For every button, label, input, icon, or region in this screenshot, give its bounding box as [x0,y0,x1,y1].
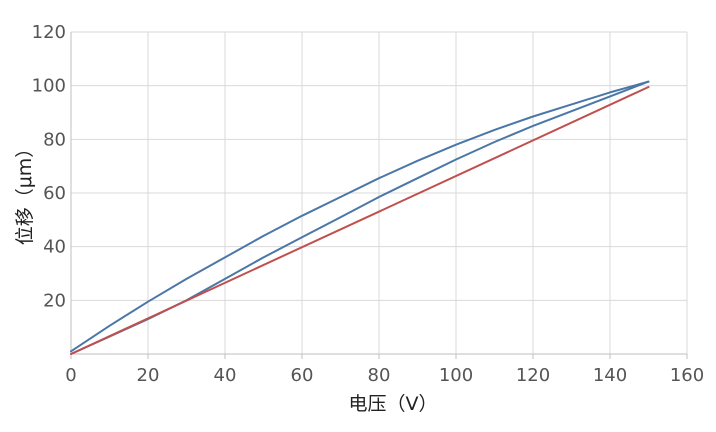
x-tick-label: 80 [368,365,391,386]
series [70,80,650,355]
x-tick-labels: 0 20 40 60 80 100 120 140 160 [65,365,704,386]
y-tick-label: 100 [32,76,66,97]
y-tick-label: 40 [43,237,66,258]
y-axis-title: 位移（μm） [14,139,36,246]
x-tick-label: 160 [670,365,704,386]
y-tick-label: 120 [32,22,66,43]
x-tick-label: 20 [137,365,160,386]
y-tick-label: 20 [43,290,66,311]
series-line-1 [70,80,650,353]
y-tick-label: 80 [43,129,66,150]
grid [71,31,688,354]
x-tick-label: 140 [593,365,627,386]
x-tick-label: 60 [291,365,314,386]
x-tick-label: 40 [214,365,237,386]
y-tick-label: 60 [43,183,66,204]
x-tick-label: 100 [439,365,473,386]
series-line-3 [70,86,650,355]
axes [70,32,688,359]
y-tick-labels: 20 40 60 80 100 120 [32,22,66,311]
x-axis-title: 电压（V） [349,393,438,415]
x-tick-label: 120 [516,365,550,386]
x-tick-label: 0 [65,365,76,386]
